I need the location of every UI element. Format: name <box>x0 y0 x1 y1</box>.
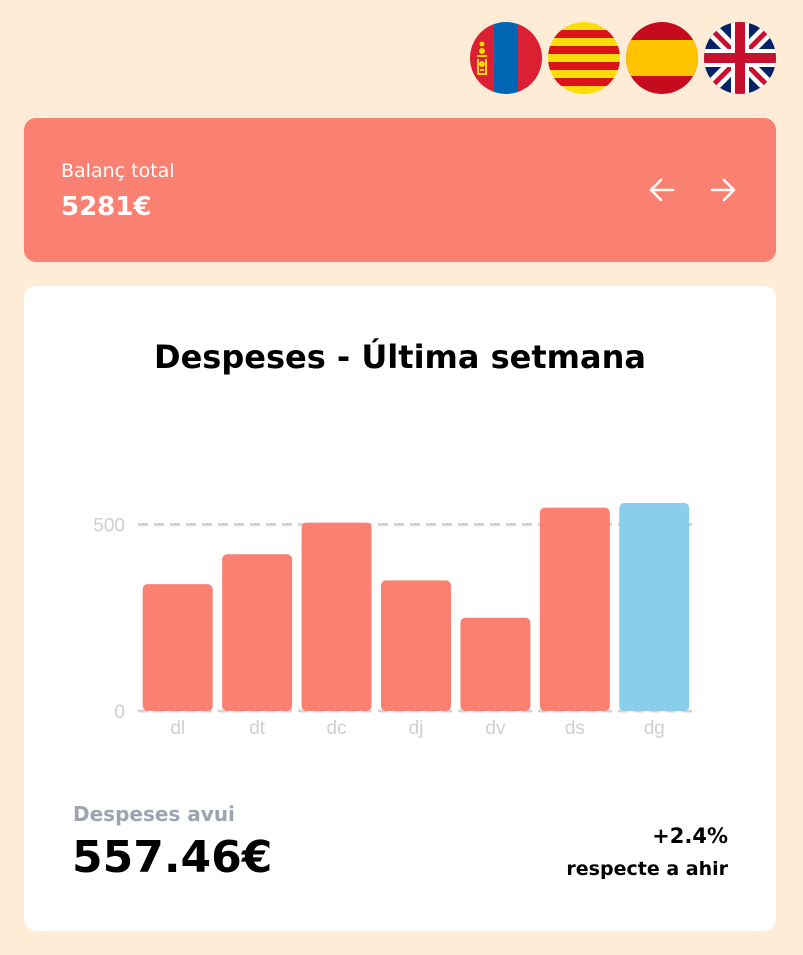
balance-card: Balanç total 5281€ <box>24 118 776 262</box>
y-tick-label: 500 <box>93 515 125 536</box>
expenses-bar-chart: 0 500 dl dt dc dj dv ds dg <box>93 503 694 739</box>
x-tick-label: dt <box>249 718 266 739</box>
x-tick-label: dv <box>485 718 506 739</box>
bar-dl[interactable] <box>142 584 213 711</box>
catalonia-flag-icon[interactable] <box>548 22 620 94</box>
x-tick-label: dl <box>170 718 185 739</box>
expenses-card: Despeses - Última setmana 0 500 dl dt dc dj dv… <box>24 286 776 931</box>
change-percentage: +2.4% <box>652 824 728 848</box>
today-expenses-label: Despeses avui <box>73 802 235 826</box>
language-selector <box>470 22 776 94</box>
bar-dc[interactable] <box>301 522 372 711</box>
bar-dv[interactable] <box>460 617 531 711</box>
bar-dg[interactable] <box>619 503 690 711</box>
balance-label: Balanç total <box>61 160 175 182</box>
spain-flag-icon[interactable] <box>626 22 698 94</box>
mongolia-flag-icon[interactable] <box>470 22 542 94</box>
today-expenses-value: 557.46€ <box>72 832 273 883</box>
x-tick-label: dg <box>644 718 665 739</box>
arrow-left-icon[interactable] <box>642 170 682 210</box>
arrow-right-icon[interactable] <box>703 170 743 210</box>
chart-title: Despeses - Última setmana <box>154 338 646 376</box>
bar-dt[interactable] <box>222 554 293 711</box>
uk-flag-icon[interactable] <box>704 22 776 94</box>
x-tick-label: dc <box>327 718 347 739</box>
bar-dj[interactable] <box>381 580 451 711</box>
x-tick-label: dj <box>409 718 424 739</box>
x-tick-label: ds <box>565 718 585 739</box>
change-description: respecte a ahir <box>566 858 728 880</box>
bar-ds[interactable] <box>539 507 610 711</box>
balance-value: 5281€ <box>61 192 152 222</box>
y-tick-label: 0 <box>114 702 125 723</box>
